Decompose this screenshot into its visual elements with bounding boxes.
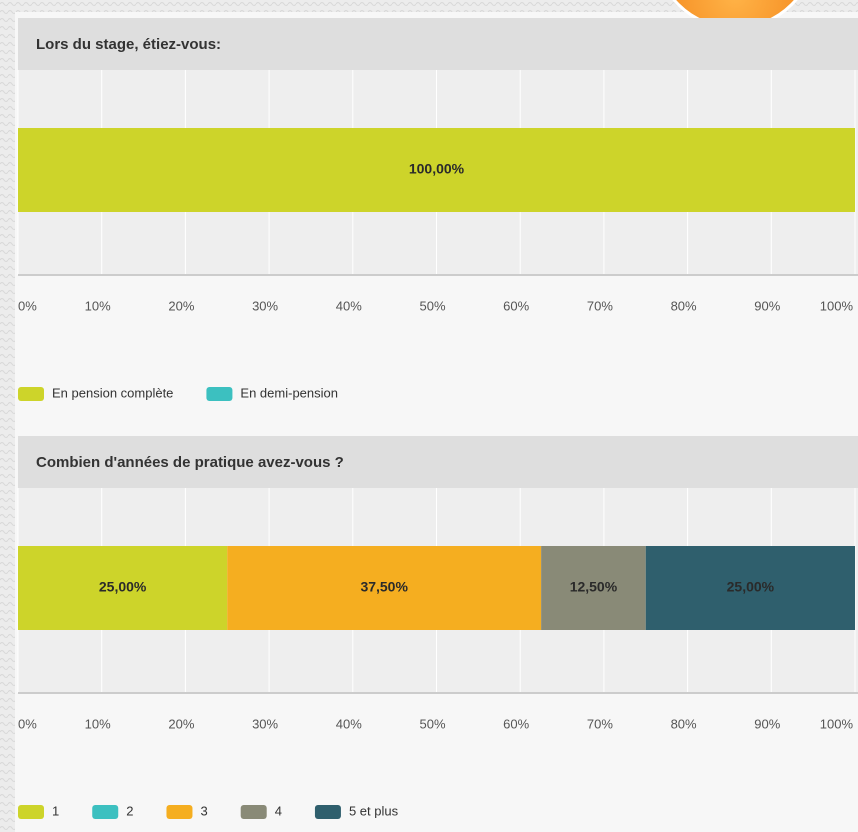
chart-title: Lors du stage, étiez-vous: (36, 36, 221, 53)
legend-swatch (18, 805, 44, 819)
x-tick-label: 50% (419, 298, 445, 313)
x-tick-label: 60% (503, 298, 529, 313)
legend-label: En demi-pension (240, 385, 338, 400)
x-tick-label: 40% (336, 716, 362, 731)
x-tick-label: 60% (503, 716, 529, 731)
bar-segment (18, 128, 855, 212)
x-tick-label: 90% (754, 298, 780, 313)
bar-segment (541, 546, 646, 630)
legend-swatch (240, 805, 267, 819)
chart-title: Combien d'années de pratique avez-vous ? (36, 454, 344, 471)
legend-swatch (18, 387, 44, 401)
x-tick-label: 100% (820, 716, 854, 731)
value-label: 12,50% (570, 579, 618, 595)
chart-header (18, 436, 858, 488)
legend-label: 2 (126, 803, 133, 818)
legend-label: 1 (52, 803, 59, 818)
x-tick-label: 80% (671, 716, 697, 731)
side-pattern (0, 0, 15, 832)
x-tick-label: 70% (587, 716, 613, 731)
x-tick-label: 80% (671, 298, 697, 313)
legend-swatch (166, 805, 193, 819)
x-tick-label: 70% (587, 298, 613, 313)
x-tick-label: 10% (85, 716, 111, 731)
x-tick-label: 50% (419, 716, 445, 731)
chart-header (18, 18, 858, 70)
legend-label: 5 et plus (349, 803, 399, 818)
legend-label: 3 (200, 803, 207, 818)
legend-swatch (92, 805, 119, 819)
x-tick-label: 90% (754, 716, 780, 731)
bar-segment (18, 546, 228, 630)
legend-swatch (314, 805, 341, 819)
x-tick-label: 40% (336, 298, 362, 313)
legend-label: 4 (275, 803, 282, 818)
value-label: 37,50% (360, 579, 408, 595)
bar-segment (645, 546, 855, 630)
x-tick-label: 100% (820, 298, 854, 313)
x-tick-label: 0% (18, 298, 37, 313)
value-label: 25,00% (99, 579, 147, 595)
value-label: 100,00% (409, 161, 465, 177)
legend-label: En pension complète (52, 385, 173, 400)
bar-segment (227, 546, 542, 630)
x-tick-label: 10% (85, 298, 111, 313)
x-tick-label: 20% (168, 298, 194, 313)
legend-swatch (206, 387, 233, 401)
x-tick-label: 20% (168, 716, 194, 731)
x-tick-label: 30% (252, 716, 278, 731)
top-pattern (15, 0, 858, 12)
x-tick-label: 30% (252, 298, 278, 313)
x-tick-label: 0% (18, 716, 37, 731)
value-label: 25,00% (727, 579, 775, 595)
